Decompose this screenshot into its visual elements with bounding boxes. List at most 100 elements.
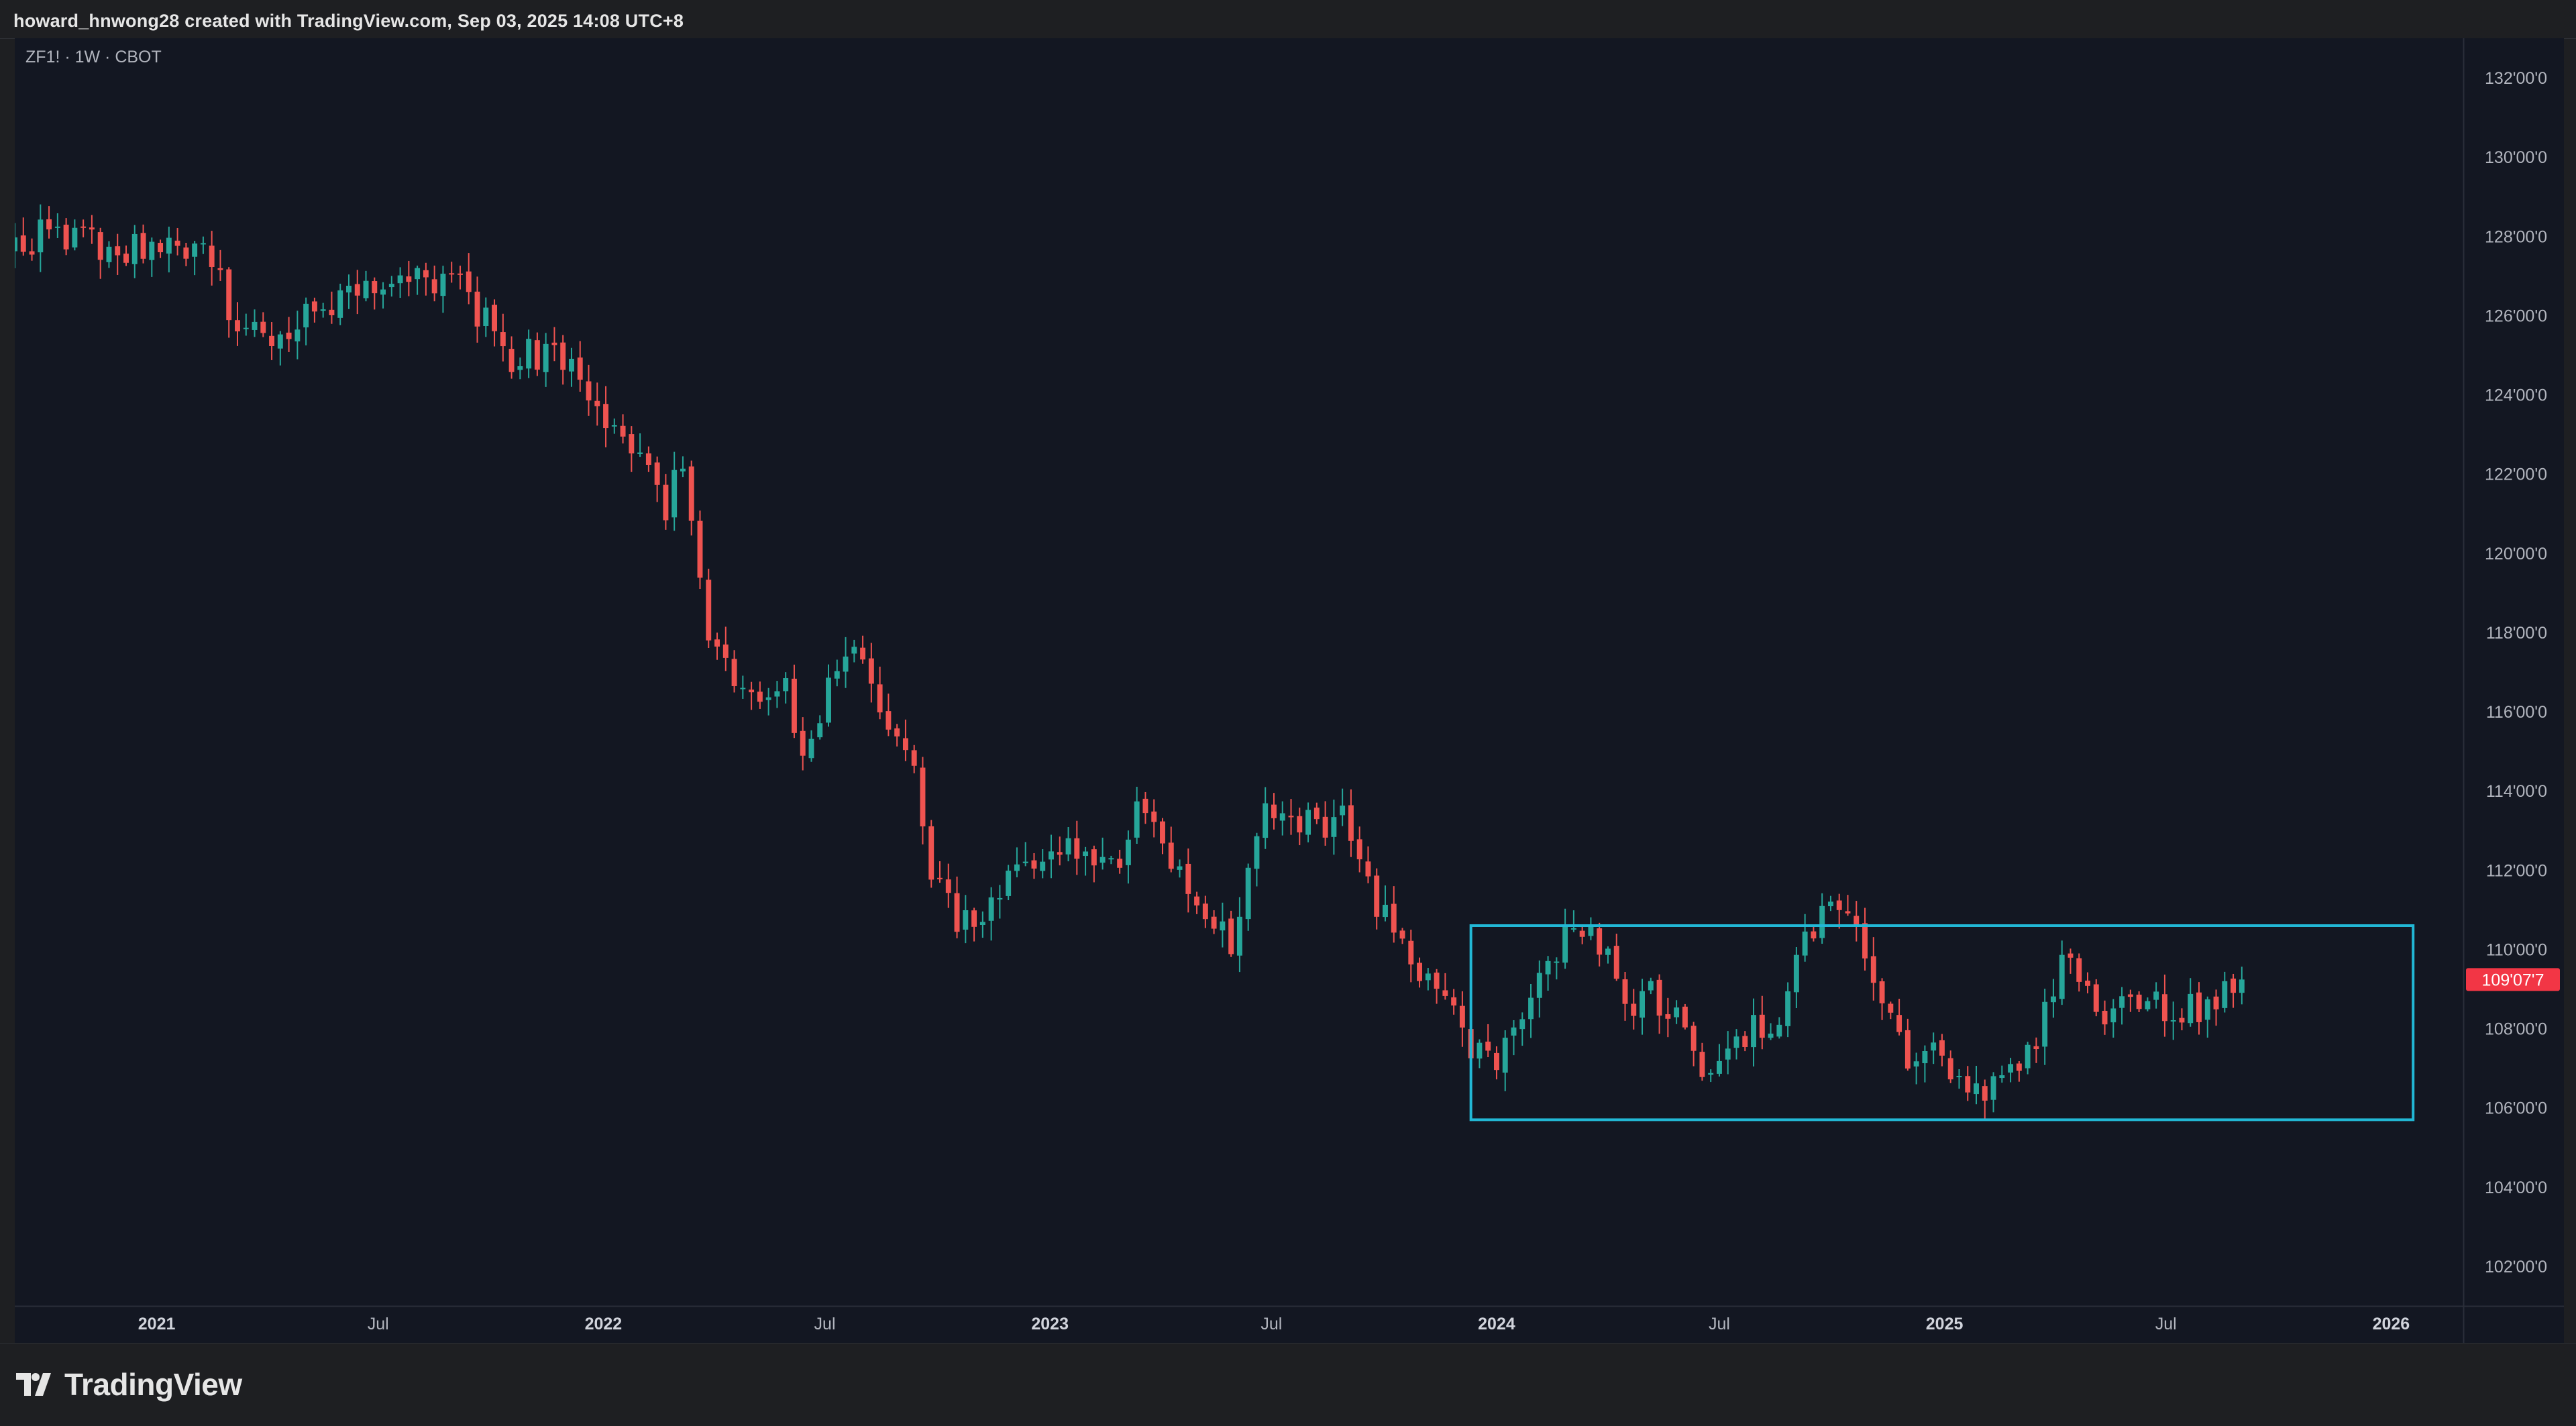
- price-tick-label: 132'00'0: [2485, 69, 2547, 88]
- candle-body: [388, 284, 394, 288]
- candle-body: [826, 677, 831, 723]
- candle-body: [954, 893, 960, 932]
- candle-body: [2016, 1063, 2022, 1071]
- candle-body: [192, 243, 198, 257]
- candle-body: [2170, 1020, 2176, 1022]
- candle-body: [235, 320, 240, 332]
- price-tick-label: 104'00'0: [2485, 1178, 2547, 1197]
- candle-body: [1802, 931, 1808, 956]
- candle-body: [363, 280, 369, 298]
- candle-body: [1288, 816, 1294, 818]
- candle-body: [697, 520, 703, 578]
- candle-body: [166, 237, 172, 254]
- candle-body: [1819, 906, 1825, 938]
- candle-body: [1776, 1024, 1782, 1037]
- price-tick-label: 106'00'0: [2485, 1099, 2547, 1118]
- candle-body: [868, 658, 874, 684]
- footer-bar: TradingView: [0, 1343, 2576, 1426]
- candle-body: [415, 268, 421, 280]
- candle-body: [46, 219, 52, 229]
- candle-body: [89, 227, 95, 230]
- candle-body: [466, 271, 472, 292]
- candle-body: [1879, 981, 1885, 1003]
- candle-body: [1220, 921, 1226, 931]
- candle-body: [329, 309, 335, 315]
- candle-body: [1836, 900, 1842, 910]
- candle-body: [620, 425, 626, 437]
- candle-body: [1759, 1014, 1765, 1038]
- candle-body: [663, 484, 669, 520]
- candle-body: [2127, 994, 2133, 997]
- candle-body: [423, 270, 429, 278]
- candle-body: [508, 349, 515, 372]
- candle-body: [54, 226, 60, 228]
- candle-body: [1494, 1052, 1499, 1071]
- candle-body: [774, 691, 780, 697]
- candle-body: [2136, 994, 2142, 1009]
- attribution-text: howard_hnwong28 created with TradingView…: [13, 11, 684, 31]
- candle-body: [140, 233, 146, 259]
- candle-body: [672, 470, 678, 518]
- brand[interactable]: TradingView: [16, 1367, 242, 1402]
- price-tick-label: 120'00'0: [2485, 545, 2547, 563]
- candle-body: [131, 233, 138, 264]
- candle-body: [1999, 1075, 2005, 1079]
- candle-body: [1570, 928, 1576, 930]
- candle-body: [1236, 916, 1242, 956]
- candle-body: [1313, 808, 1320, 820]
- candle-body: [277, 334, 283, 349]
- candle-body: [1022, 861, 1028, 863]
- candle-body: [2231, 978, 2237, 993]
- candle-body: [1588, 926, 1594, 936]
- candle-body: [757, 692, 763, 702]
- candle-body: [808, 738, 814, 759]
- candle-body: [817, 723, 823, 738]
- candle-body: [1931, 1042, 1937, 1051]
- candle-body: [1459, 1005, 1465, 1028]
- candle-body: [963, 910, 969, 930]
- candle-body: [534, 340, 540, 370]
- time-tick-label: Jul: [1260, 1315, 1282, 1333]
- candle-body: [1870, 956, 1876, 983]
- price-tick-label: 110'00'0: [2486, 940, 2547, 959]
- candle-body: [2213, 996, 2219, 1009]
- candle-body: [1785, 991, 1791, 1026]
- candle-body: [458, 273, 463, 275]
- candle-body: [1091, 849, 1097, 866]
- price-tick-label: 116'00'0: [2486, 703, 2547, 722]
- candle-body: [397, 275, 403, 284]
- price-tick-label: 102'00'0: [2485, 1258, 2547, 1276]
- candle-body: [1014, 864, 1020, 871]
- candle-body: [1142, 798, 1148, 814]
- candle-body: [1751, 1015, 1756, 1048]
- candle-body: [1725, 1048, 1731, 1060]
- candle-body: [1417, 963, 1423, 981]
- candle-body: [1228, 918, 1234, 954]
- symbol-legend: ZF1! · 1W · CBOT: [25, 48, 162, 66]
- candle-body: [474, 291, 480, 327]
- candle-body: [1356, 839, 1362, 860]
- candle-body: [885, 711, 892, 730]
- candle-body: [1913, 1061, 1919, 1066]
- candle-body: [1742, 1036, 1748, 1047]
- candle-body: [2102, 1011, 2108, 1025]
- candle-body: [1194, 896, 1200, 906]
- candle-body: [714, 639, 720, 647]
- range-box: [1469, 924, 2415, 1121]
- chart-canvas[interactable]: 102'00'0 104'00'0 106'00'0 108'00'0 110'00'0…: [15, 38, 2564, 1343]
- candle-body: [1263, 803, 1269, 838]
- chart-pane[interactable]: 102'00'0 104'00'0 106'00'0 108'00'0 110'00'0…: [15, 38, 2564, 1343]
- time-tick-label: Jul: [368, 1315, 389, 1333]
- candle-body: [765, 697, 771, 700]
- candle-body: [1348, 805, 1354, 841]
- candle-body: [1665, 1014, 1671, 1019]
- candle-body: [1939, 1040, 1945, 1056]
- time-tick-label: 2021: [138, 1315, 176, 1333]
- candle-body: [1511, 1027, 1517, 1036]
- candle-body: [2145, 1001, 2151, 1009]
- candle-body: [920, 767, 926, 827]
- candle-body: [1554, 961, 1560, 963]
- candle-body: [1648, 981, 1654, 991]
- candle-body: [843, 656, 849, 672]
- candle-body: [269, 335, 275, 346]
